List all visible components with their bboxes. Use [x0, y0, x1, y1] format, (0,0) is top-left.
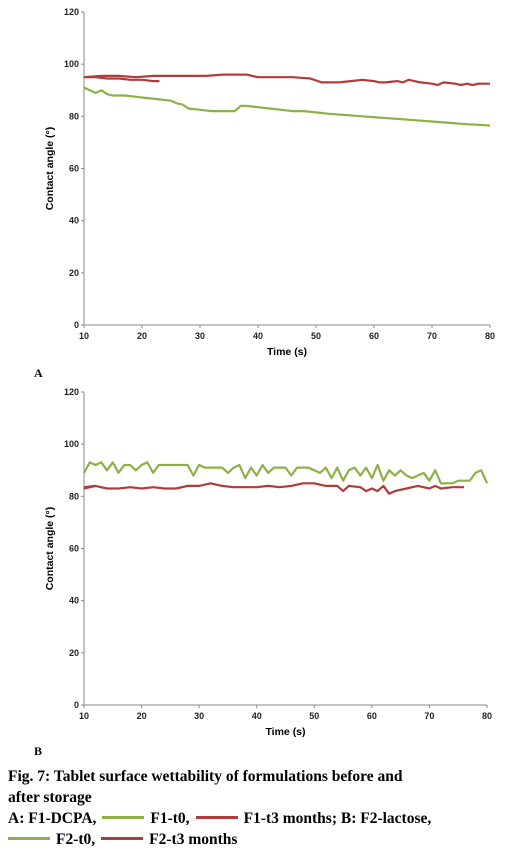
y-axis-label: Contact angle (°): [44, 507, 56, 591]
x-tick-label: 20: [137, 711, 147, 721]
x-tick-label: 40: [252, 711, 262, 721]
legend-swatch-green-b: [8, 836, 50, 840]
caption-title-line2: after storage: [8, 789, 92, 806]
y-tick-label: 120: [64, 7, 79, 17]
caption-a-green-label: F1-t0,: [150, 810, 190, 827]
y-tick-label: 100: [64, 439, 79, 449]
series-line-2: [84, 76, 160, 83]
x-tick-label: 60: [367, 711, 377, 721]
y-tick-label: 80: [69, 491, 79, 501]
x-tick-label: 70: [424, 711, 434, 721]
legend-swatch-green: [102, 815, 145, 819]
series-line-1: [83, 461, 489, 485]
caption-a-prefix: A: F1-DCPA,: [8, 810, 97, 827]
x-tick-label: 50: [309, 711, 319, 721]
x-tick-label: 40: [253, 331, 263, 341]
x-axis-label: Time (s): [265, 726, 305, 738]
y-tick-label: 120: [64, 387, 79, 397]
x-tick-label: 80: [482, 711, 492, 721]
y-tick-label: 60: [69, 164, 79, 174]
caption-a-red-label: F1-t3 months; B: F2-lactose,: [243, 810, 432, 827]
caption-legend-row1: A: F1-DCPA, F1-t0, F1-t3 months; B: F2-lac…: [8, 808, 523, 829]
y-axis-label: Contact angle (°): [44, 127, 56, 211]
legend-swatch-red: [195, 815, 238, 819]
series-line-3: [83, 73, 490, 87]
panel-letter-b: B: [34, 744, 43, 758]
x-tick-label: 70: [427, 331, 437, 341]
x-axis-label: Time (s): [267, 346, 307, 358]
contact-angle-chart-a: 0 20 40 60 80 100 120 10 20 30 40 50 60 70 80 Time (s) C…: [44, 7, 495, 358]
y-tick-label: 100: [64, 59, 79, 69]
x-tick-label: 30: [194, 711, 204, 721]
y-tick-label: 0: [74, 700, 79, 710]
y-tick-label: 20: [69, 648, 79, 658]
x-tick-label: 10: [79, 331, 89, 341]
caption-b-green-label: F2-t0,: [56, 831, 96, 848]
x-tick-label: 60: [369, 331, 379, 341]
y-tick-label: 20: [69, 268, 79, 278]
y-tick-label: 40: [69, 596, 79, 606]
x-tick-label: 50: [311, 331, 321, 341]
series-line-3: [83, 484, 96, 489]
caption-legend-row2: F2-t0, F2-t3 months: [8, 829, 523, 850]
chart-panel-a: 0 20 40 60 80 100 120 10 20 30 40 50 60 70 80 Time (s) C…: [0, 0, 527, 380]
y-tick-label: 0: [74, 320, 79, 330]
y-tick-label: 80: [69, 111, 79, 121]
figure-caption: Fig. 7: Tablet surface wettability of fo…: [8, 766, 523, 850]
x-tick-label: 10: [79, 711, 89, 721]
x-tick-label: 30: [195, 331, 205, 341]
x-tick-label: 20: [137, 331, 147, 341]
caption-b-red-label: F2-t3 months: [149, 831, 238, 848]
legend-swatch-red-b: [101, 836, 144, 840]
y-tick-label: 60: [69, 544, 79, 554]
panel-letter-a: A: [34, 366, 43, 380]
caption-title-line1: Fig. 7: Tablet surface wettability of fo…: [8, 768, 403, 785]
series-line-1: [83, 86, 491, 127]
x-tick-label: 80: [485, 331, 495, 341]
y-tick-label: 40: [69, 216, 79, 226]
contact-angle-chart-b: 0 20 40 60 80 100 120 10 20 30 40 50 60 70 80 Time (s) C…: [44, 387, 492, 738]
series-line-2: [83, 482, 464, 495]
chart-panel-b: 0 20 40 60 80 100 120 10 20 30 40 50 60 70 80 Time (s) C…: [0, 380, 527, 760]
